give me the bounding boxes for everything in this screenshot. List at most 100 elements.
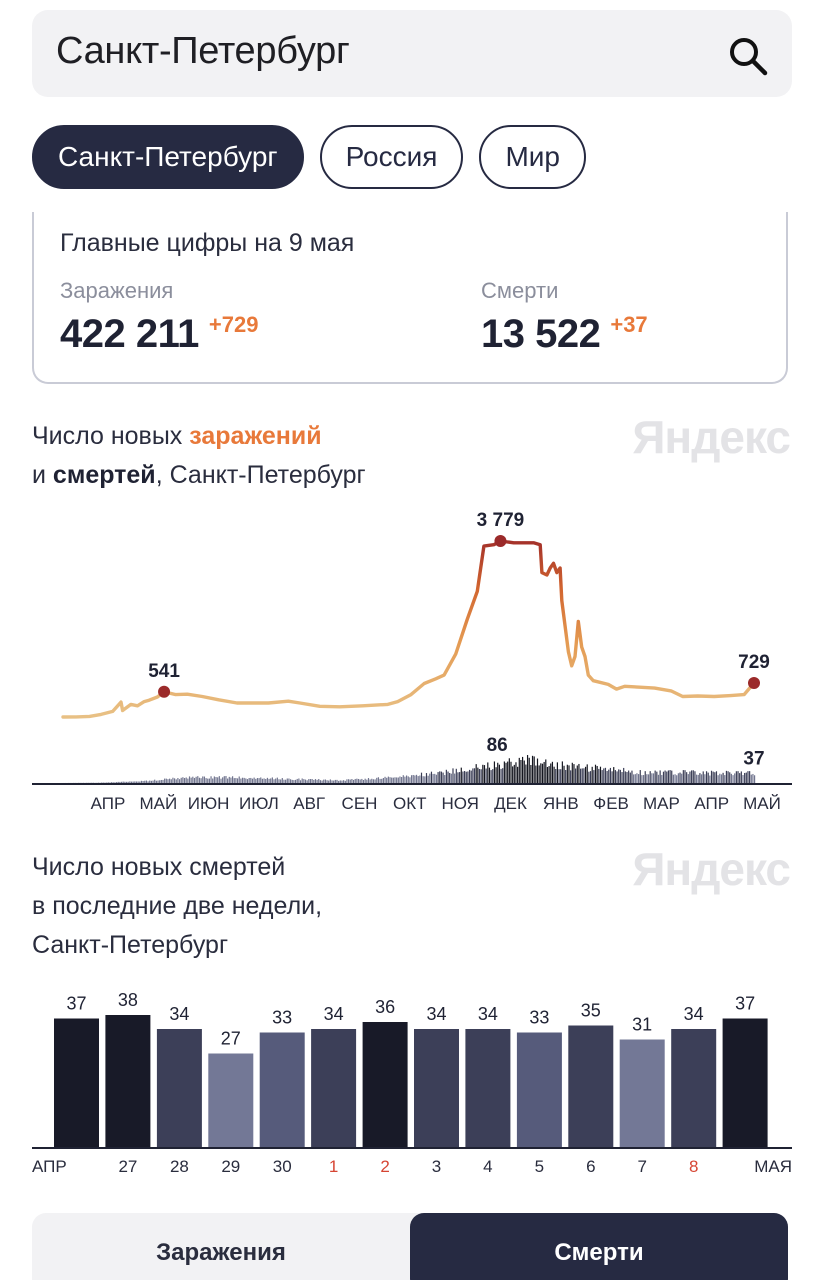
death-bar bbox=[371, 778, 373, 783]
death-bar bbox=[611, 771, 613, 783]
death-bar bbox=[149, 780, 151, 783]
tab-saint-petersburg[interactable]: Санкт-Петербург bbox=[32, 125, 304, 189]
death-bar bbox=[109, 782, 111, 783]
search-icon[interactable] bbox=[728, 36, 768, 76]
death-bar bbox=[734, 773, 736, 783]
death-bar bbox=[406, 775, 408, 783]
infection-peak-marker bbox=[158, 685, 171, 698]
day-label: АПР bbox=[32, 1157, 67, 1176]
death-bar bbox=[561, 761, 563, 783]
death-bar bbox=[334, 779, 336, 783]
death-bar bbox=[140, 780, 143, 783]
death-bar bbox=[495, 767, 497, 783]
death-bar bbox=[341, 780, 343, 783]
death-bar bbox=[492, 769, 494, 783]
death-bar bbox=[490, 770, 492, 783]
month-label: НОЯ bbox=[441, 794, 478, 813]
death-bar bbox=[192, 776, 194, 783]
death-bar bbox=[311, 779, 313, 783]
death-bar bbox=[449, 772, 451, 783]
death-bar bbox=[200, 778, 202, 783]
death-bar bbox=[659, 770, 661, 783]
death-bar bbox=[517, 766, 519, 783]
death-bar bbox=[497, 762, 499, 783]
death-bar bbox=[245, 778, 247, 783]
death-bar bbox=[233, 778, 235, 783]
death-bar bbox=[135, 781, 138, 783]
death-bar bbox=[687, 774, 689, 783]
death-day-bar bbox=[516, 1032, 562, 1148]
month-label: ДЕК bbox=[494, 794, 527, 813]
death-bar bbox=[392, 777, 394, 783]
death-bar bbox=[346, 779, 348, 783]
death-bar bbox=[228, 776, 230, 783]
death-bar bbox=[155, 780, 157, 783]
day-label: 27 bbox=[118, 1157, 137, 1176]
month-label: СЕН bbox=[342, 794, 378, 813]
day-label: 5 bbox=[535, 1157, 544, 1176]
death-bar bbox=[705, 771, 708, 783]
death-bar bbox=[309, 779, 312, 783]
death-bar bbox=[485, 768, 487, 783]
death-bar bbox=[450, 773, 452, 783]
search-input[interactable]: Санкт-Петербург bbox=[56, 30, 350, 72]
death-bar bbox=[296, 778, 298, 783]
death-bar bbox=[589, 771, 592, 783]
search-bar[interactable]: Санкт-Петербург bbox=[32, 10, 792, 97]
death-bar bbox=[480, 769, 482, 783]
death-bar bbox=[145, 780, 148, 783]
death-bar bbox=[120, 781, 123, 783]
death-bar bbox=[364, 778, 366, 783]
death-bar bbox=[343, 780, 345, 783]
tab-deaths[interactable]: Смерти bbox=[410, 1213, 788, 1280]
death-bar bbox=[628, 770, 630, 783]
death-bar bbox=[281, 778, 283, 783]
death-bar bbox=[745, 772, 747, 783]
death-day-value: 35 bbox=[581, 1001, 601, 1021]
death-day-value: 34 bbox=[169, 1004, 189, 1024]
death-bar bbox=[223, 776, 225, 783]
death-bar bbox=[116, 782, 118, 783]
death-bar bbox=[676, 775, 678, 783]
death-bar bbox=[154, 779, 156, 783]
death-bar bbox=[238, 776, 240, 783]
death-bar bbox=[717, 775, 719, 783]
death-bar bbox=[261, 778, 264, 783]
death-bar bbox=[657, 774, 660, 783]
death-bar bbox=[329, 779, 331, 783]
death-bar bbox=[566, 764, 568, 783]
month-label: ИЮЛ bbox=[239, 794, 279, 813]
death-bar bbox=[546, 766, 549, 783]
death-bar bbox=[662, 771, 665, 783]
death-bar bbox=[551, 761, 554, 783]
deaths-stat: Смерти 13 522 +37 bbox=[481, 278, 648, 357]
death-bar bbox=[487, 762, 489, 783]
tab-infections[interactable]: Заражения bbox=[156, 1239, 286, 1266]
death-day-value: 34 bbox=[426, 1004, 446, 1024]
death-bar bbox=[437, 772, 439, 783]
death-bar bbox=[205, 778, 207, 783]
death-bar bbox=[349, 779, 351, 783]
death-bar bbox=[530, 765, 532, 783]
death-bar bbox=[220, 778, 222, 783]
death-bar bbox=[207, 778, 209, 783]
death-bar bbox=[213, 776, 215, 783]
death-bar bbox=[240, 778, 242, 783]
death-day-value: 27 bbox=[221, 1029, 241, 1049]
death-bar bbox=[727, 771, 729, 783]
death-bar bbox=[556, 762, 558, 783]
death-bar bbox=[127, 781, 129, 783]
death-bar bbox=[531, 755, 534, 783]
death-bar bbox=[293, 780, 295, 783]
tab-world[interactable]: Мир bbox=[479, 125, 586, 189]
death-bar bbox=[303, 779, 305, 783]
death-bar bbox=[652, 773, 655, 783]
death-bar bbox=[301, 778, 303, 783]
death-bar bbox=[575, 768, 577, 783]
tab-russia[interactable]: Россия bbox=[319, 125, 464, 189]
death-bar bbox=[139, 781, 141, 783]
death-bar bbox=[230, 777, 232, 783]
death-bar bbox=[372, 779, 375, 783]
death-bar bbox=[389, 777, 391, 783]
death-bar bbox=[742, 774, 744, 783]
